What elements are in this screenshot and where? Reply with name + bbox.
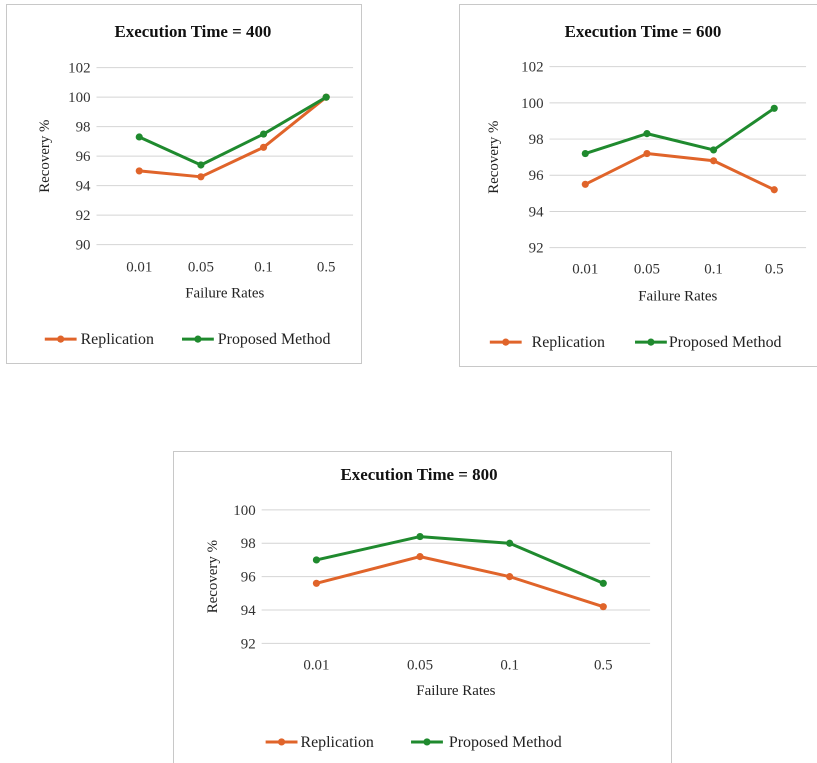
legend-label-proposed-method: Proposed Method — [669, 334, 782, 351]
data-point-replication — [709, 157, 718, 165]
x-axis-label: Failure Rates — [185, 285, 264, 301]
legend-label-replication: Replication — [532, 334, 605, 351]
legend-label-replication: Replication — [81, 331, 154, 348]
legend-label-proposed-method: Proposed Method — [449, 734, 562, 751]
y-axis-label: Recovery % — [205, 540, 221, 613]
x-tick-label: 0.01 — [126, 260, 152, 276]
x-tick-label: 0.05 — [634, 262, 660, 278]
chart-title: Execution Time = 800 — [340, 465, 497, 484]
y-tick-label: 92 — [529, 241, 544, 257]
y-tick-label: 94 — [241, 603, 256, 619]
x-tick-label: 0.05 — [188, 260, 214, 276]
y-tick-label: 100 — [233, 503, 255, 519]
x-tick-label: 0.5 — [317, 260, 336, 276]
data-point-proposed-method — [259, 130, 268, 138]
chart-panel-execution-400: Execution Time = 400 90 92 94 96 98 100 102 0.01… — [6, 4, 362, 364]
data-point-proposed-method — [197, 161, 205, 169]
y-tick-label: 102 — [521, 60, 543, 76]
data-point-replication — [599, 603, 607, 611]
data-point-replication — [416, 553, 424, 561]
series-line-replication — [139, 95, 328, 179]
x-tick-label: 0.5 — [594, 657, 613, 673]
data-point-proposed-method — [506, 539, 514, 547]
chart-title: Execution Time = 600 — [565, 22, 722, 41]
y-tick-label: 94 — [529, 204, 544, 220]
y-tick-label: 94 — [76, 179, 91, 195]
data-point-proposed-method — [135, 133, 143, 141]
y-tick-label: 92 — [241, 636, 256, 652]
series-line-proposed-method — [316, 535, 604, 585]
y-tick-label: 96 — [241, 570, 256, 586]
data-point-replication — [506, 573, 514, 581]
series-line-proposed-method — [138, 95, 327, 167]
series-line-replication — [316, 555, 604, 609]
chart-panel-execution-600: Execution Time = 600 92 94 96 98 100 102 0.01 0.… — [459, 4, 817, 367]
x-tick-label: 0.1 — [254, 260, 273, 276]
chart-panel-execution-800: Execution Time = 800 92 94 96 98 100 0.01 0.05 0… — [173, 451, 672, 763]
y-tick-label: 90 — [76, 238, 91, 254]
data-point-replication — [770, 186, 778, 194]
x-tick-label: 0.01 — [572, 262, 598, 278]
y-tick-label: 96 — [76, 149, 91, 165]
legend-label-proposed-method: Proposed Method — [218, 331, 331, 348]
y-tick-label: 98 — [76, 120, 91, 136]
line-chart-execution-600: Execution Time = 600 92 94 96 98 100 102 0.01 0.… — [486, 22, 807, 351]
data-point-replication — [197, 173, 205, 181]
data-point-replication — [259, 143, 268, 151]
y-tick-label: 102 — [68, 61, 90, 77]
y-tick-label: 98 — [241, 536, 256, 552]
y-axis-label: Recovery % — [486, 121, 502, 194]
data-point-proposed-method — [709, 146, 718, 154]
data-point-replication — [135, 167, 143, 175]
legend-marker-proposed-method — [194, 335, 202, 343]
data-point-replication — [581, 180, 589, 188]
data-point-proposed-method — [416, 532, 424, 541]
legend-marker-proposed-method — [647, 338, 655, 346]
legend-label-replication: Replication — [300, 734, 373, 751]
x-tick-label: 0.1 — [500, 657, 519, 673]
series-line-replication — [584, 152, 775, 192]
y-tick-label: 100 — [68, 90, 90, 106]
y-axis-label: Recovery % — [37, 120, 53, 193]
line-chart-execution-800: Execution Time = 800 92 94 96 98 100 0.01 0.05 0… — [205, 465, 651, 751]
data-point-replication — [312, 579, 321, 587]
x-axis-label: Failure Rates — [638, 288, 717, 304]
data-point-proposed-method — [322, 93, 330, 101]
data-point-replication — [643, 149, 651, 158]
y-tick-label: 100 — [521, 96, 543, 112]
x-tick-label: 0.05 — [407, 657, 433, 673]
legend-marker-replication — [277, 738, 286, 746]
data-point-proposed-method — [770, 104, 778, 112]
data-point-proposed-method — [599, 579, 607, 587]
x-tick-label: 0.5 — [765, 262, 784, 278]
y-tick-label: 92 — [76, 208, 91, 224]
legend-marker-replication — [502, 338, 510, 346]
legend-marker-replication — [57, 335, 65, 343]
series-line-proposed-method — [584, 107, 776, 155]
x-tick-label: 0.1 — [704, 262, 723, 278]
data-point-proposed-method — [312, 556, 321, 564]
data-point-proposed-method — [581, 149, 589, 158]
chart-title: Execution Time = 400 — [115, 22, 272, 41]
line-chart-execution-400: Execution Time = 400 90 92 94 96 98 100 102 0.01… — [37, 22, 354, 348]
legend-marker-proposed-method — [423, 738, 431, 746]
x-axis-label: Failure Rates — [416, 683, 495, 699]
data-point-proposed-method — [643, 130, 651, 138]
x-tick-label: 0.01 — [303, 657, 329, 673]
y-tick-label: 98 — [529, 132, 544, 148]
y-tick-label: 96 — [529, 168, 544, 184]
